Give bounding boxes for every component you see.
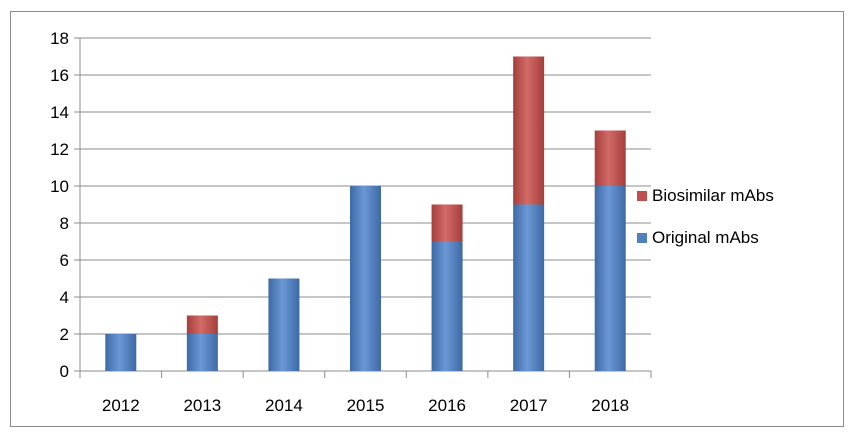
y-tick-labels: 0 2 4 6 8 10 12 14 16 18 (50, 29, 69, 381)
y-tick-label: 8 (60, 214, 69, 233)
legend-label-biosimilar-mabs: Biosimilar mAbs (652, 186, 774, 205)
y-tick-label: 2 (60, 325, 69, 344)
bars (105, 56, 626, 371)
legend-swatch-biosimilar-mabs (637, 191, 647, 201)
y-tick-label: 12 (50, 140, 69, 159)
x-tick-label-2017: 2017 (510, 396, 548, 415)
chart-frame (10, 11, 844, 427)
y-tick-label: 16 (50, 66, 69, 85)
legend-swatch-original-mabs (637, 233, 647, 243)
x-tick-label-2015: 2015 (347, 396, 385, 415)
y-tick-label: 4 (60, 288, 69, 307)
bar-original-mabs-2017 (513, 204, 545, 371)
y-tick-label: 6 (60, 251, 69, 270)
bar-biosimilar-mabs-2016 (431, 204, 463, 242)
legend: Biosimilar mAbs Original mAbs (637, 186, 774, 247)
x-tick-label-2012: 2012 (102, 396, 140, 415)
legend-label-original-mabs: Original mAbs (652, 228, 759, 247)
x-tick-labels: 2012 2013 2014 2015 2016 2017 2018 (102, 396, 629, 415)
y-tick-label: 0 (60, 362, 69, 381)
bar-biosimilar-mabs-2013 (186, 315, 218, 334)
x-tick-label-2018: 2018 (591, 396, 629, 415)
x-tick-label-2016: 2016 (428, 396, 466, 415)
bar-original-mabs-2016 (431, 241, 463, 371)
x-tick-label-2013: 2013 (183, 396, 221, 415)
y-tick-label: 14 (50, 103, 69, 122)
y-tick-label: 10 (50, 177, 69, 196)
bar-original-mabs-2014 (268, 278, 300, 371)
x-tick-label-2014: 2014 (265, 396, 303, 415)
bar-original-mabs-2018 (594, 186, 626, 371)
bar-original-mabs-2015 (350, 186, 381, 371)
bar-biosimilar-mabs-2018 (594, 130, 626, 186)
bar-original-mabs-2012 (105, 334, 137, 371)
gridlines (80, 37, 651, 335)
bar-biosimilar-mabs-2017 (513, 56, 545, 205)
y-tick-label: 18 (50, 29, 69, 48)
bar-original-mabs-2013 (186, 334, 218, 371)
